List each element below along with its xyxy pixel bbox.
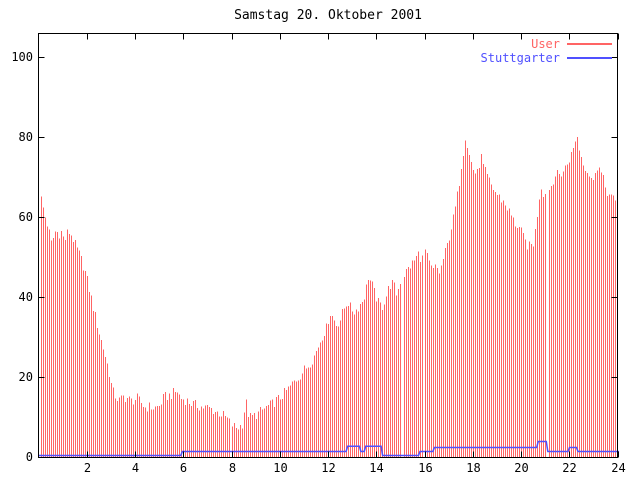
x-tick-label: 24 <box>611 461 625 475</box>
stuttgarter-step-line <box>38 440 619 457</box>
y-tick-label: 80 <box>19 130 33 144</box>
legend-line-sample-user <box>567 43 612 45</box>
axis-ticks <box>38 33 619 458</box>
y-tick-label: 20 <box>19 370 33 384</box>
x-tick-label: 4 <box>132 461 139 475</box>
legend-item-stuttgarter: Stuttgarter <box>481 51 612 65</box>
legend: User Stuttgarter <box>481 37 612 65</box>
x-tick-label: 6 <box>180 461 187 475</box>
x-tick-label: 22 <box>562 461 576 475</box>
x-tick-label: 20 <box>514 461 528 475</box>
y-tick-label: 40 <box>19 290 33 304</box>
x-tick-label: 18 <box>466 461 480 475</box>
y-tick-label: 60 <box>19 210 33 224</box>
y-tick-label: 0 <box>26 450 33 464</box>
legend-item-user: User <box>481 37 612 51</box>
x-tick-label: 10 <box>273 461 287 475</box>
x-tick-label: 2 <box>84 461 91 475</box>
x-tick-label: 12 <box>321 461 335 475</box>
legend-line-sample-stuttgarter <box>567 57 612 59</box>
legend-label-user: User <box>531 37 560 51</box>
user-impulse-series <box>41 137 616 458</box>
chart-title: Samstag 20. Oktober 2001 <box>234 8 422 23</box>
legend-label-stuttgarter: Stuttgarter <box>480 51 560 65</box>
x-tick-label: 8 <box>229 461 236 475</box>
x-tick-label: 14 <box>369 461 383 475</box>
x-tick-label: 16 <box>418 461 432 475</box>
y-tick-label: 100 <box>11 50 33 64</box>
